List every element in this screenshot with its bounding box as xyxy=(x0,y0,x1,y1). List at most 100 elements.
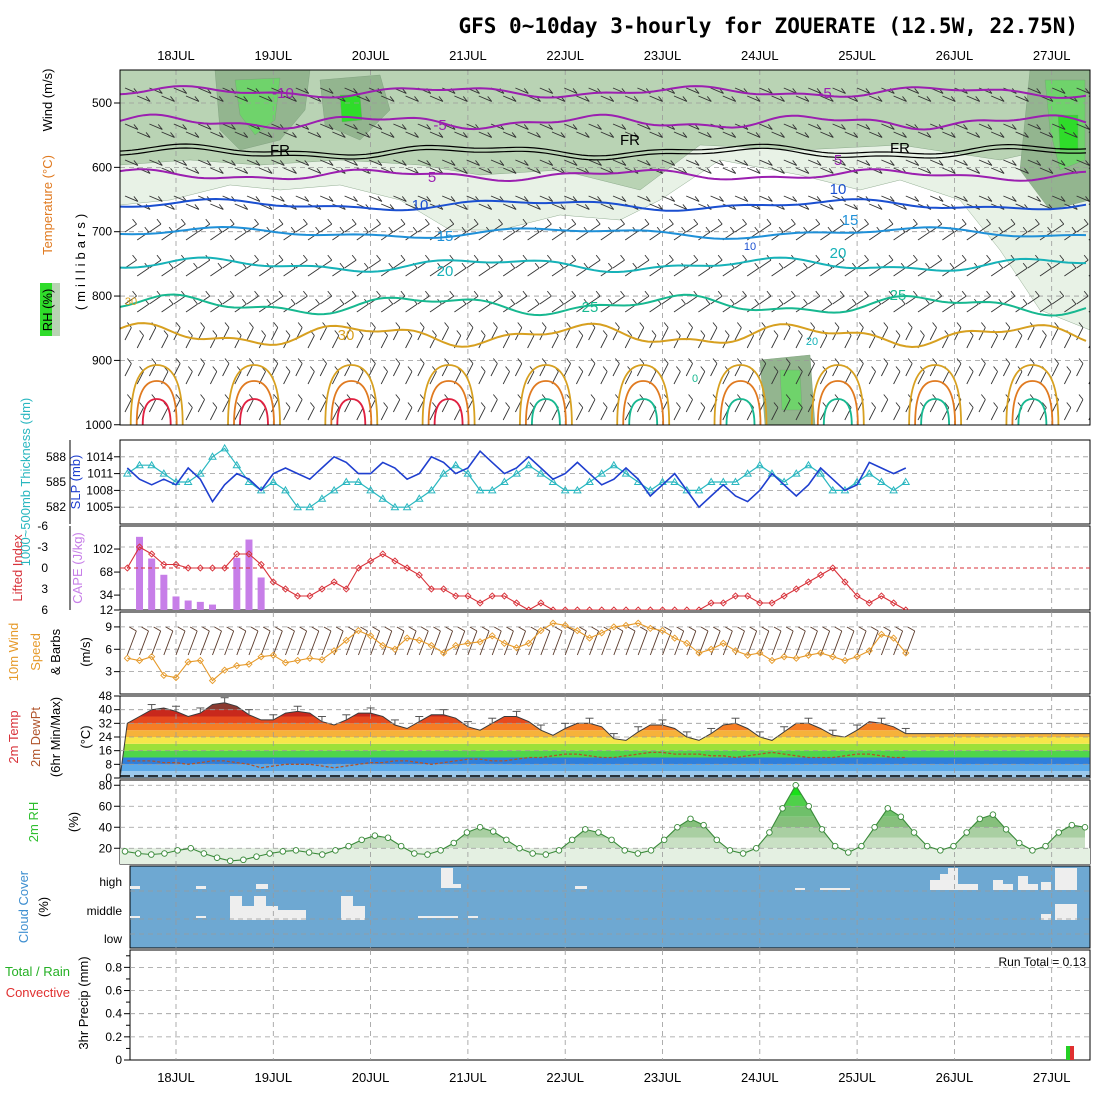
wind-barb xyxy=(1076,159,1090,166)
wind-barb-flag xyxy=(389,132,395,138)
wind-barb xyxy=(1015,267,1028,277)
wind-barb-flag xyxy=(961,218,967,225)
wind-barb xyxy=(990,231,1004,241)
wind-barb-flag xyxy=(731,132,737,138)
wind-barb-flag xyxy=(632,262,638,269)
wind-barb-flag xyxy=(444,358,449,364)
wind-barb-flag xyxy=(334,402,340,408)
wind-barb xyxy=(209,407,218,421)
wind-barb xyxy=(307,231,320,241)
wind-barb-flag xyxy=(541,322,547,328)
wind-barb xyxy=(197,399,205,413)
cloud-block xyxy=(341,896,353,920)
lifted-index-marker xyxy=(257,560,265,569)
wind-barb xyxy=(1051,363,1059,377)
wind-barb-flag xyxy=(792,160,798,166)
wind-barb xyxy=(515,123,529,130)
lifted-index-marker xyxy=(549,606,557,610)
wind-barb xyxy=(905,327,913,341)
rh-legend-swatch xyxy=(40,283,52,336)
wind-speed-marker xyxy=(512,644,521,652)
wind-barb-flag xyxy=(633,132,639,138)
wind-barb xyxy=(1076,223,1089,233)
wind-barb xyxy=(527,371,535,385)
wind-barb-flag xyxy=(852,226,857,233)
wind-barb xyxy=(588,159,602,166)
wind-barb xyxy=(820,203,834,210)
wind-barb-flag xyxy=(425,218,430,225)
wind-barb-flag xyxy=(534,262,540,269)
wind-barb-flag xyxy=(937,254,943,261)
wind-barb xyxy=(539,195,553,202)
wind-barb xyxy=(795,407,803,421)
cape-tick: 12 xyxy=(100,603,114,617)
surface-temp-lobe xyxy=(725,398,756,425)
wind-barb xyxy=(1064,267,1077,277)
wind-speed-marker xyxy=(233,662,241,670)
cloud-block xyxy=(353,906,365,920)
wind-barb xyxy=(148,327,157,341)
wind-barb-flag xyxy=(792,196,798,202)
wind-10m-barb xyxy=(455,630,466,656)
wind-10m-barb-flag xyxy=(530,626,538,632)
wind-barb-flag xyxy=(450,196,456,202)
wind-barb xyxy=(149,295,162,305)
contour-label: FR xyxy=(620,132,640,149)
wind-barb-flag xyxy=(315,298,320,305)
contour-freezing xyxy=(120,143,1087,157)
wind-barb-flag xyxy=(999,96,1005,102)
wind-barb xyxy=(637,123,651,130)
wind-barb-flag xyxy=(217,262,223,269)
contour-plus15 xyxy=(120,225,1087,240)
wind-barb-flag xyxy=(700,366,706,372)
wind-barb-flag xyxy=(724,366,730,372)
lifted-index-marker xyxy=(768,599,776,607)
wind-barb-flag xyxy=(742,254,747,261)
wind-10m-barb-flag xyxy=(494,626,502,632)
rh-marker xyxy=(1002,826,1010,833)
wind-barb-flag xyxy=(243,168,249,174)
lifted-index-marker xyxy=(148,550,156,558)
wind-barb xyxy=(661,223,674,233)
wind-barb-flag xyxy=(693,254,699,261)
wind-barb xyxy=(746,371,754,385)
rh-marker xyxy=(200,850,208,857)
wind-barb-flag xyxy=(705,298,711,305)
wind-barb-flag xyxy=(473,290,479,297)
slp-tick: 1014 xyxy=(86,450,113,464)
wind-barb xyxy=(514,363,523,377)
wind-barb-flag xyxy=(560,132,566,138)
wind-barb-flag xyxy=(639,322,645,328)
wind-10m-barb-flag xyxy=(348,626,356,632)
wind-barb xyxy=(978,223,991,233)
wind-barb xyxy=(880,363,889,377)
precip-tick: 0.8 xyxy=(105,960,122,974)
wind-barb-flag xyxy=(536,168,541,174)
wind-barb-flag xyxy=(377,196,383,202)
wind-barb xyxy=(527,303,540,313)
rh-marker xyxy=(897,813,905,821)
li-tick: -3 xyxy=(37,540,48,554)
wind-speed-marker xyxy=(865,647,873,655)
thickness-marker xyxy=(305,502,315,511)
wind-barb xyxy=(368,195,383,202)
wind-barb-flag xyxy=(717,254,723,261)
thickness-marker xyxy=(743,469,753,477)
wind-barb-flag xyxy=(900,298,906,305)
wind-barb-flag xyxy=(303,290,308,297)
wind-barb xyxy=(1015,131,1029,138)
rh-marker xyxy=(384,834,392,842)
wind-speed-marker xyxy=(537,626,545,635)
wind-barb-flag xyxy=(773,402,779,408)
wind-barb-flag xyxy=(816,160,822,166)
wind-barb-flag xyxy=(1066,402,1072,408)
wind-barb xyxy=(161,131,175,138)
thickness-marker xyxy=(293,502,302,511)
cape-bar xyxy=(196,601,204,610)
wind-barb-flag xyxy=(1048,132,1054,138)
lifted-index-marker xyxy=(452,592,460,600)
lifted-index-marker xyxy=(634,606,642,610)
wind-10m-barb xyxy=(516,630,526,656)
contour-label: 20 xyxy=(437,263,454,280)
